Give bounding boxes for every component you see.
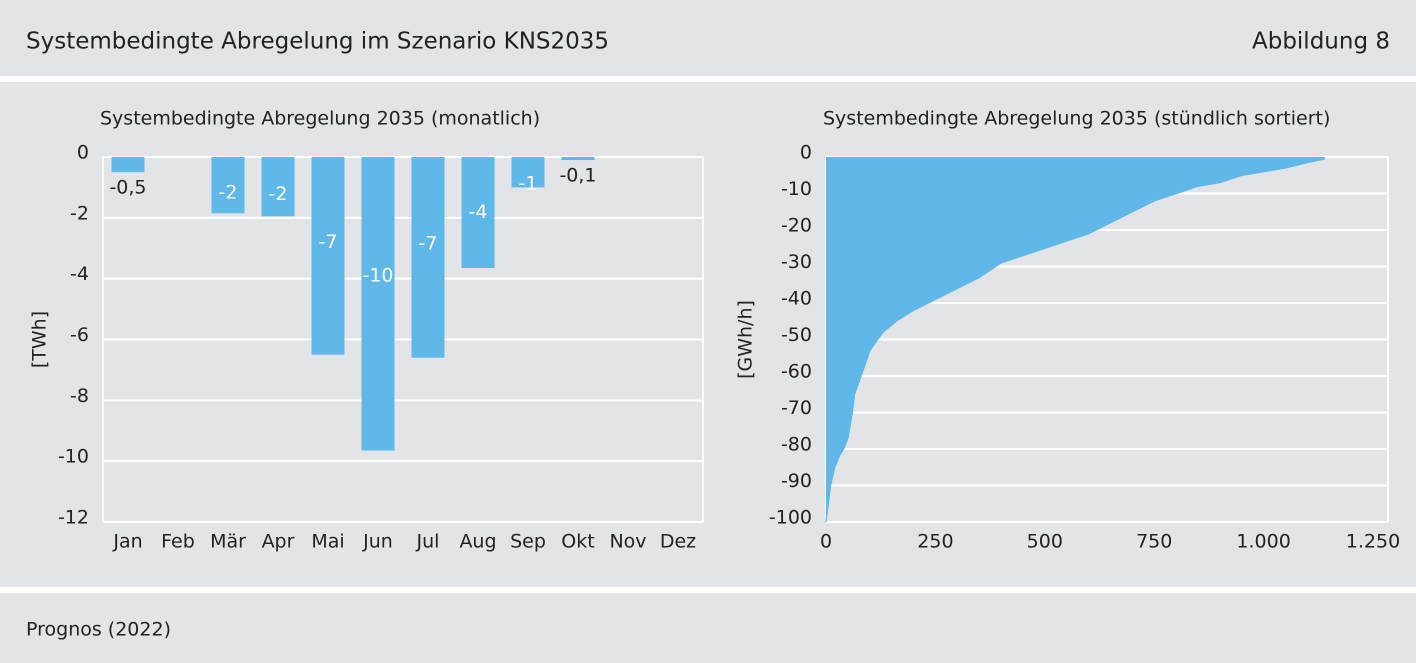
separator: [0, 587, 1416, 593]
data-label: -4: [469, 201, 488, 223]
y-tick-label: 0: [77, 142, 89, 164]
y-tick-label: -6: [70, 324, 89, 346]
chart-title: Systembedingte Abregelung 2035 (monatlic…: [100, 108, 540, 130]
y-tick-label: -90: [781, 470, 812, 492]
y-tick-label: -100: [769, 507, 812, 529]
x-tick-label: Okt: [561, 531, 594, 553]
figure-number: Abbildung 8: [1252, 29, 1390, 55]
y-tick-label: -60: [781, 361, 812, 383]
bar: [211, 157, 245, 214]
data-label: -0,1: [559, 165, 596, 187]
y-tick-label: -40: [781, 288, 812, 310]
y-tick-label: -8: [70, 385, 89, 407]
data-label: -2: [219, 182, 238, 204]
y-axis-label: [TWh]: [29, 311, 51, 368]
x-tick-label: Dez: [660, 531, 696, 553]
x-tick-label: Mai: [311, 531, 344, 553]
y-tick-label: -10: [781, 178, 812, 200]
x-tick-label: 250: [917, 531, 953, 553]
x-tick-label: Mär: [210, 531, 246, 553]
bar: [511, 157, 545, 188]
y-tick-label: -10: [58, 446, 89, 468]
x-tick-label: Jan: [112, 531, 142, 553]
y-tick-label: -30: [781, 251, 812, 273]
y-tick-label: -50: [781, 324, 812, 346]
bar: [261, 157, 295, 217]
y-tick-label: 0: [800, 142, 812, 164]
area-edge: [825, 158, 1326, 523]
y-tick-label: -80: [781, 434, 812, 456]
x-tick-label: 1.000: [1236, 531, 1290, 553]
y-tick-label: -2: [70, 202, 89, 224]
data-label: -7: [319, 231, 338, 253]
data-label: -0,5: [109, 177, 146, 199]
x-tick-label: Aug: [459, 531, 496, 553]
data-label: -10: [362, 265, 393, 287]
x-tick-label: 750: [1136, 531, 1172, 553]
y-tick-label: -12: [58, 507, 89, 529]
x-tick-label: Sep: [510, 531, 546, 553]
x-tick-label: 500: [1027, 531, 1063, 553]
y-tick-label: -20: [781, 215, 812, 237]
chart-title: Systembedingte Abregelung 2035 (stündlic…: [823, 108, 1330, 130]
bar: [311, 157, 345, 355]
x-tick-label: Apr: [262, 531, 295, 553]
y-tick-label: -4: [70, 263, 89, 285]
bar: [111, 157, 145, 173]
x-tick-label: Jul: [416, 531, 440, 553]
bar: [461, 157, 495, 269]
data-label: -1: [519, 173, 538, 195]
source: Prognos (2022): [26, 619, 171, 641]
page-title: Systembedingte Abregelung im Szenario KN…: [26, 29, 609, 55]
x-tick-label: 0: [820, 531, 832, 553]
data-label: -2: [269, 183, 288, 205]
separator: [0, 76, 1416, 82]
area-fill: [826, 157, 1325, 522]
x-tick-label: Jun: [362, 531, 393, 553]
x-tick-label: 1.250: [1346, 531, 1400, 553]
x-tick-label: Feb: [161, 531, 195, 553]
bar: [561, 157, 595, 161]
x-tick-label: Nov: [609, 531, 646, 553]
y-tick-label: -70: [781, 397, 812, 419]
y-axis-label: [GWh/h]: [735, 300, 757, 379]
bar: [411, 157, 445, 358]
bar: [361, 157, 395, 451]
data-label: -7: [419, 232, 438, 254]
